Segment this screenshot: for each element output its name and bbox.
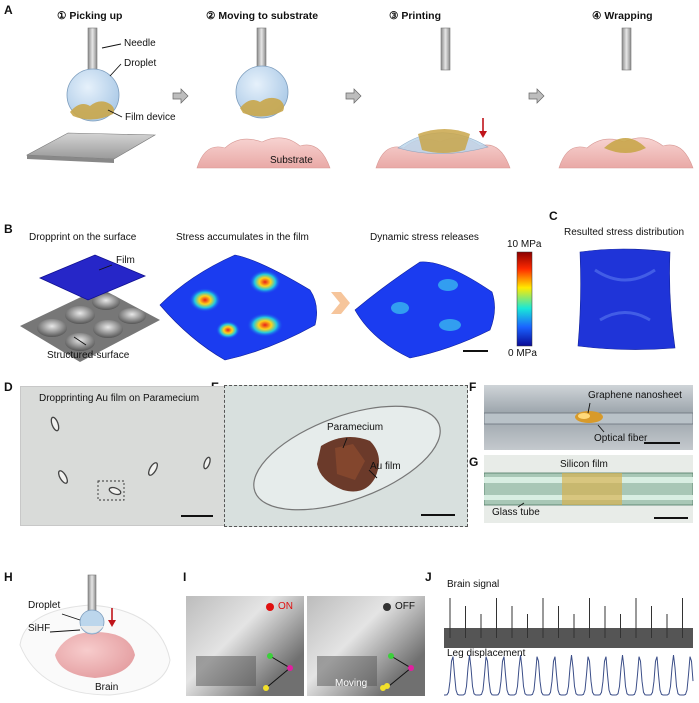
- g-tube: [484, 472, 693, 519]
- i-off-marks: [317, 603, 414, 691]
- e-label-au-film: Au film: [370, 461, 401, 472]
- b-title-dropprint: Dropprint on the surface: [29, 232, 137, 243]
- panel-i-photo-off: OFF Moving: [307, 596, 425, 696]
- d-organisms: [50, 416, 213, 517]
- j-leg-trace: [444, 654, 694, 696]
- panel-label-f: F: [469, 380, 477, 394]
- label-film-device: Film device: [125, 112, 176, 123]
- plate: [25, 132, 157, 160]
- panel-b-illustration: [20, 248, 676, 362]
- j-traces: [444, 598, 694, 696]
- label-substrate: Substrate: [270, 155, 313, 166]
- c-title: Resulted stress distribution: [564, 227, 685, 238]
- j-brain-spikes: [449, 598, 683, 638]
- panel-e-photo: Paramecium Au film: [224, 385, 468, 527]
- f-fiber: [484, 402, 693, 444]
- colorbar: [516, 251, 533, 347]
- panel-g-photo: Silicon film Glass tube: [484, 455, 693, 523]
- step-arrow-1: [172, 88, 189, 104]
- film-device-4: [604, 138, 646, 153]
- stress-film-accumulate: [159, 254, 317, 361]
- h-needle: [87, 574, 97, 614]
- panel-d-photo: Dropprinting Au film on Paramecium: [20, 386, 230, 526]
- d-zoom-box: [97, 480, 125, 501]
- panel-f-photo: Graphene nanosheet Optical fiber: [484, 385, 693, 450]
- step-4-number: ④: [592, 10, 602, 22]
- h-label-droplet: Droplet: [28, 600, 61, 611]
- panel-label-c: C: [549, 209, 558, 223]
- i-moving-label: Moving: [335, 678, 368, 689]
- needle-4: [621, 27, 632, 71]
- f-label-optical-fiber: Optical fiber: [594, 433, 648, 444]
- substrate-2: [196, 137, 331, 169]
- stress-film-release: [354, 261, 495, 359]
- e-paramecium: [253, 405, 455, 516]
- brain-shape: [55, 632, 135, 678]
- step-1-number: ①: [57, 10, 67, 22]
- h-label-sihf: SiHF: [28, 623, 51, 634]
- j-leg-displacement-label: Leg displacement: [447, 648, 526, 659]
- i-off-label: OFF: [395, 601, 415, 612]
- label-droplet: Droplet: [124, 58, 157, 69]
- label-structured-surface: Structured-surface: [47, 350, 130, 361]
- e-label-paramecium: Paramecium: [327, 422, 384, 433]
- panel-label-a: A: [4, 3, 13, 17]
- step-3-number: ③: [389, 10, 399, 22]
- step-2-title: ② Moving to substrate: [206, 10, 318, 22]
- panel-a-illustration: [25, 27, 694, 169]
- step-1-label: Picking up: [69, 10, 123, 22]
- structured-surface: [20, 288, 160, 362]
- panel-label-i: I: [183, 570, 187, 584]
- panel-label-h: H: [4, 570, 13, 584]
- i-on-label: ON: [278, 601, 293, 612]
- label-needle: Needle: [124, 38, 156, 49]
- f-label-graphene: Graphene nanosheet: [588, 390, 682, 401]
- needle-1: [87, 27, 98, 73]
- off-dot: [383, 603, 391, 611]
- panel-label-b: B: [4, 222, 13, 236]
- step-2-label: Moving to substrate: [218, 10, 319, 22]
- h-label-brain: Brain: [95, 682, 119, 693]
- label-film: Film: [116, 255, 135, 266]
- c-stress-film: [577, 248, 676, 350]
- panel-label-j: J: [425, 570, 432, 584]
- b-title-accumulate: Stress accumulates in the film: [176, 232, 309, 243]
- needle-2: [256, 27, 267, 71]
- i-on-marks: [196, 603, 293, 691]
- on-dot: [266, 603, 274, 611]
- stress-arrow: [331, 292, 350, 314]
- film-device-1: [70, 101, 114, 120]
- step-3-label: Printing: [401, 10, 442, 22]
- d-title: Dropprinting Au film on Paramecium: [39, 393, 200, 404]
- step-4-label: Wrapping: [604, 10, 653, 22]
- step-arrow-2: [345, 88, 362, 104]
- g-label-glass-tube: Glass tube: [492, 507, 540, 518]
- step-4-title: ④ Wrapping: [592, 10, 653, 22]
- g-label-silicon-film: Silicon film: [560, 459, 608, 470]
- panel-label-d: D: [4, 380, 13, 394]
- colorbar-min: 0 MPa: [508, 348, 537, 359]
- step-arrow-3: [528, 88, 545, 104]
- step-1-title: ① Picking up: [57, 10, 122, 22]
- step-2-number: ②: [206, 10, 216, 22]
- step-3-title: ③ Printing: [389, 10, 441, 22]
- panel-i-photo-on: ON: [186, 596, 304, 696]
- film-device-2: [240, 97, 284, 117]
- film-device-3: [418, 129, 470, 153]
- colorbar-max: 10 MPa: [507, 239, 542, 250]
- j-brain-trace: [444, 628, 693, 648]
- b-title-release: Dynamic stress releases: [370, 232, 479, 243]
- h-illustration: [19, 574, 171, 696]
- panel-label-g: G: [469, 455, 479, 469]
- needle-3: [440, 27, 451, 71]
- film-square: [39, 254, 147, 301]
- j-brain-signal-label: Brain signal: [447, 579, 500, 590]
